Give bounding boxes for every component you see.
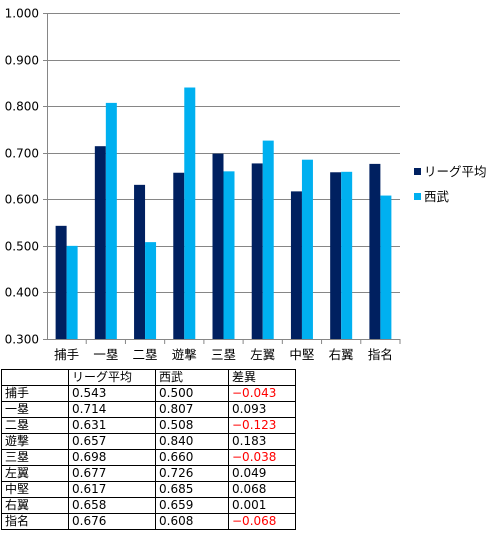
legend-swatch xyxy=(414,193,421,200)
y-tick-label: 0.600 xyxy=(5,193,39,207)
data-table: リーグ平均 西武 差異 捕手 0.543 0.500 −0.043 一塁 0.714 0.8… xyxy=(1,369,296,530)
table-cell-diff: 0.068 xyxy=(228,481,296,498)
legend-label: 西武 xyxy=(424,189,450,204)
table-cell-position: 一塁 xyxy=(1,401,69,418)
table-cell-position: 中堅 xyxy=(1,481,69,498)
table-cell-diff: −0.043 xyxy=(228,385,296,402)
bar-team xyxy=(105,102,117,339)
table-cell-league-avg: 0.698 xyxy=(68,449,156,466)
table-row: 中堅 0.617 0.685 0.068 xyxy=(1,481,296,498)
x-category-label: 一塁 xyxy=(93,347,118,362)
table-cell-league-avg: 0.676 xyxy=(68,513,156,530)
y-tick-label: 1.000 xyxy=(5,7,39,21)
table-cell-diff: 0.001 xyxy=(228,497,296,514)
bar-team xyxy=(301,159,313,339)
x-axis-categories: 捕手 一塁 二塁 遊撃 三塁 左翼 中堅 右翼 指名 xyxy=(54,347,393,362)
table-header-league-avg: リーグ平均 xyxy=(68,369,156,386)
table-cell-diff: 0.049 xyxy=(228,465,296,482)
table-cell-team: 0.500 xyxy=(155,385,229,402)
table-row: 三塁 0.698 0.660 −0.038 xyxy=(1,449,296,466)
table-cell-position: 右翼 xyxy=(1,497,69,514)
table-cell-team: 0.685 xyxy=(155,481,229,498)
table-row: 捕手 0.543 0.500 −0.043 xyxy=(1,385,296,402)
table-cell-position: 二塁 xyxy=(1,417,69,434)
bar-team xyxy=(66,245,78,339)
x-category-label: 捕手 xyxy=(54,347,79,362)
bar-chart: 1.000 0.900 0.800 0.700 0.600 0.500 0.400 0.300… xyxy=(5,7,487,363)
table-cell-league-avg: 0.677 xyxy=(68,465,156,482)
table-header-diff: 差異 xyxy=(228,369,296,386)
table-cell-league-avg: 0.714 xyxy=(68,401,156,418)
table-row: 二塁 0.631 0.508 −0.123 xyxy=(1,417,296,434)
table-row: 右翼 0.658 0.659 0.001 xyxy=(1,497,296,514)
table-cell-position: 三塁 xyxy=(1,449,69,466)
y-tick-label: 0.800 xyxy=(5,100,39,114)
bar-team xyxy=(262,140,274,339)
bar-league-avg xyxy=(290,191,302,339)
y-tick-label: 0.700 xyxy=(5,147,39,161)
table-cell-position: 遊撃 xyxy=(1,433,69,450)
table-body: 捕手 0.543 0.500 −0.043 一塁 0.714 0.807 0.093 二塁 0.6… xyxy=(1,385,296,530)
legend-label: リーグ平均 xyxy=(424,164,487,179)
x-category-label: 中堅 xyxy=(289,347,314,362)
bar-league-avg xyxy=(251,163,263,339)
table-cell-diff: 0.183 xyxy=(228,433,296,450)
table-cell-league-avg: 0.543 xyxy=(68,385,156,402)
table-header-team: 西武 xyxy=(155,369,229,386)
x-category-label: 三塁 xyxy=(211,347,236,362)
legend-swatch xyxy=(414,168,421,175)
bar-team xyxy=(341,171,353,339)
bar-team xyxy=(184,87,196,339)
bar-team xyxy=(380,195,392,339)
bar-team xyxy=(223,171,235,339)
table-cell-team: 0.608 xyxy=(155,513,229,530)
table-row: 一塁 0.714 0.807 0.093 xyxy=(1,401,296,418)
table-cell-diff: 0.093 xyxy=(228,401,296,418)
bar-league-avg xyxy=(212,153,224,339)
x-category-label: 指名 xyxy=(368,347,393,362)
table-row: 遊撃 0.657 0.840 0.183 xyxy=(1,433,296,450)
table-row: 指名 0.676 0.608 −0.068 xyxy=(1,513,296,530)
table-header-blank xyxy=(1,369,69,386)
table-row: 左翼 0.677 0.726 0.049 xyxy=(1,465,296,482)
bars xyxy=(55,87,392,339)
x-category-label: 左翼 xyxy=(250,347,275,362)
table-cell-diff: −0.123 xyxy=(228,417,296,434)
bar-league-avg xyxy=(369,163,381,339)
y-tick-label: 0.500 xyxy=(5,240,39,254)
bar-team xyxy=(145,242,157,339)
table-cell-team: 0.807 xyxy=(155,401,229,418)
y-tick-label: 0.900 xyxy=(5,54,39,68)
table-cell-team: 0.659 xyxy=(155,497,229,514)
bar-league-avg xyxy=(330,172,342,339)
bar-league-avg xyxy=(55,225,67,339)
table-cell-team: 0.840 xyxy=(155,433,229,450)
table-header-row: リーグ平均 西武 差異 xyxy=(1,369,296,386)
x-category-label: 二塁 xyxy=(133,347,158,362)
table-cell-league-avg: 0.658 xyxy=(68,497,156,514)
table-cell-league-avg: 0.631 xyxy=(68,417,156,434)
bar-league-avg xyxy=(173,172,185,339)
table-cell-position: 指名 xyxy=(1,513,69,530)
x-category-label: 遊撃 xyxy=(172,347,197,362)
table-cell-league-avg: 0.617 xyxy=(68,481,156,498)
table-cell-position: 捕手 xyxy=(1,385,69,402)
table-cell-league-avg: 0.657 xyxy=(68,433,156,450)
bar-league-avg xyxy=(134,184,146,339)
table-cell-diff: −0.068 xyxy=(228,513,296,530)
table-cell-team: 0.660 xyxy=(155,449,229,466)
y-tick-label: 0.300 xyxy=(5,333,39,347)
table-cell-team: 0.726 xyxy=(155,465,229,482)
y-axis-ticks: 1.000 0.900 0.800 0.700 0.600 0.500 0.400 0.300 xyxy=(5,7,39,347)
x-category-label: 右翼 xyxy=(329,347,354,362)
table-cell-position: 左翼 xyxy=(1,465,69,482)
y-tick-label: 0.400 xyxy=(5,286,39,300)
bar-league-avg xyxy=(94,146,106,339)
table-cell-diff: −0.038 xyxy=(228,449,296,466)
table-cell-team: 0.508 xyxy=(155,417,229,434)
